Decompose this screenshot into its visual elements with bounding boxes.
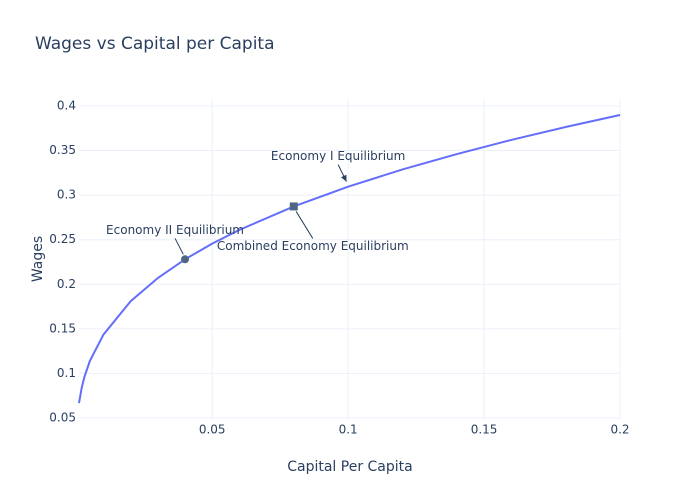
arrow-head: [341, 174, 347, 182]
y-tick-label: 0.3: [57, 188, 76, 202]
x-tick-label: 0.05: [199, 423, 226, 437]
y-tick-label: 0.2: [57, 277, 76, 291]
y-tick-label: 0.1: [57, 366, 76, 380]
y-tick-label: 0.4: [57, 98, 76, 112]
x-tick-label: 0.1: [339, 423, 358, 437]
annotation-text: Economy II Equilibrium: [106, 223, 244, 237]
annotation-text: Economy I Equilibrium: [271, 149, 405, 163]
x-tick-label: 0.15: [471, 423, 498, 437]
chart-title: Wages vs Capital per Capita: [35, 34, 275, 54]
line-series: [78, 114, 621, 404]
x-axis-title: Capital Per Capita: [287, 459, 413, 475]
y-tick-label: 0.15: [49, 321, 76, 335]
marker-circle: [181, 255, 190, 264]
annotation-arrow: [174, 238, 184, 255]
annotation-text: Combined Economy Equilibrium: [217, 239, 409, 253]
x-tick-label: 0.2: [610, 423, 629, 437]
y-axis-title: Wages: [30, 236, 46, 282]
y-tick-label: 0.35: [49, 143, 76, 157]
marker-square: [289, 202, 298, 211]
y-tick-label: 0.05: [49, 411, 76, 425]
y-tick-label: 0.25: [49, 232, 76, 246]
annotation-arrow: [295, 211, 314, 239]
